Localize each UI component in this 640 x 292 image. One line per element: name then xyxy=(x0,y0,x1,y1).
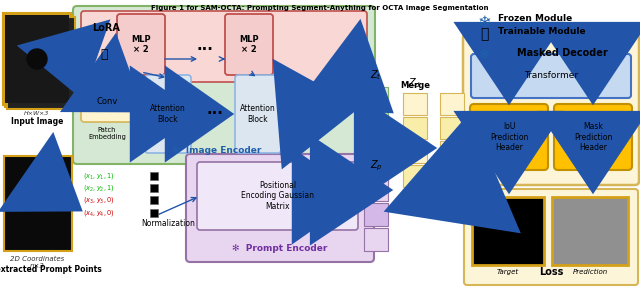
Text: Masked Decoder: Masked Decoder xyxy=(516,48,607,58)
Text: 2D Coordinates
n×3: 2D Coordinates n×3 xyxy=(10,256,64,269)
FancyBboxPatch shape xyxy=(235,75,281,153)
Text: Frozen Module: Frozen Module xyxy=(498,14,572,23)
Text: $(x_1,y_1,1)$: $(x_1,y_1,1)$ xyxy=(83,171,115,181)
Text: MLP
× 2: MLP × 2 xyxy=(239,35,259,54)
FancyBboxPatch shape xyxy=(73,6,375,164)
Text: Figure 1 for SAM-OCTA: Prompting Segment-Anything for OCTA Image Segmentation: Figure 1 for SAM-OCTA: Prompting Segment… xyxy=(151,5,489,11)
Text: ···: ··· xyxy=(196,41,213,56)
FancyBboxPatch shape xyxy=(464,189,638,285)
Text: H×W×3: H×W×3 xyxy=(24,111,50,116)
Text: $(x_2,y_2,1)$: $(x_2,y_2,1)$ xyxy=(83,183,115,193)
FancyBboxPatch shape xyxy=(81,11,367,82)
Bar xyxy=(440,93,464,115)
Text: Trainable Module: Trainable Module xyxy=(498,27,586,36)
Text: IoU
Prediction
Header: IoU Prediction Header xyxy=(490,122,528,152)
FancyBboxPatch shape xyxy=(225,14,273,75)
Bar xyxy=(403,93,427,115)
Bar xyxy=(440,141,464,163)
Bar xyxy=(3,13,71,105)
Bar xyxy=(552,197,628,265)
Text: Positional
Encoding Gaussian
Matrix: Positional Encoding Gaussian Matrix xyxy=(241,181,314,211)
Bar xyxy=(364,87,388,110)
Text: ···: ··· xyxy=(207,107,223,121)
FancyBboxPatch shape xyxy=(145,75,191,153)
Text: MLP
× 2: MLP × 2 xyxy=(131,35,151,54)
Text: $(x_3,y_3,0)$: $(x_3,y_3,0)$ xyxy=(83,195,115,205)
Bar xyxy=(403,141,427,163)
FancyBboxPatch shape xyxy=(471,54,631,98)
Text: $Z_t$: $Z_t$ xyxy=(370,68,382,82)
Text: 🔥: 🔥 xyxy=(100,48,108,60)
Text: 🔥: 🔥 xyxy=(480,27,488,41)
FancyBboxPatch shape xyxy=(186,154,374,262)
Text: Patch
Embedding: Patch Embedding xyxy=(88,127,126,140)
Text: LoRA: LoRA xyxy=(92,23,120,33)
Bar xyxy=(4,156,72,251)
Circle shape xyxy=(27,49,47,69)
Text: Merge: Merge xyxy=(400,81,430,90)
Bar xyxy=(440,189,464,211)
Bar xyxy=(403,117,427,139)
Text: ✻  Image Encoder: ✻ Image Encoder xyxy=(172,146,262,155)
Text: $Z_d$: $Z_d$ xyxy=(408,76,422,90)
Text: Attention
Block: Attention Block xyxy=(240,104,276,124)
Text: Transformer: Transformer xyxy=(524,72,578,81)
Bar xyxy=(5,15,73,107)
FancyBboxPatch shape xyxy=(554,104,632,170)
Bar xyxy=(440,165,464,187)
Text: Target: Target xyxy=(497,269,519,275)
FancyBboxPatch shape xyxy=(470,104,548,170)
Bar xyxy=(364,137,388,160)
Bar xyxy=(5,15,69,103)
Text: ✻  Prompt Encoder: ✻ Prompt Encoder xyxy=(232,244,328,253)
Text: ❄: ❄ xyxy=(477,14,491,32)
FancyBboxPatch shape xyxy=(81,82,133,122)
Bar xyxy=(403,165,427,187)
Text: Mask
Prediction
Header: Mask Prediction Header xyxy=(574,122,612,152)
Bar xyxy=(7,17,75,109)
Text: Auto-extracted Prompt Points: Auto-extracted Prompt Points xyxy=(0,265,102,274)
Bar xyxy=(150,209,158,217)
Text: Conv: Conv xyxy=(96,98,118,107)
Text: $Z_p$: $Z_p$ xyxy=(369,159,383,173)
Bar xyxy=(364,228,388,251)
FancyBboxPatch shape xyxy=(117,14,165,75)
Bar xyxy=(472,197,544,265)
Bar xyxy=(403,189,427,211)
Bar xyxy=(364,178,388,201)
Bar xyxy=(364,162,388,185)
Text: Attention
Block: Attention Block xyxy=(150,104,186,124)
Text: $(x_4,y_4,0)$: $(x_4,y_4,0)$ xyxy=(83,208,115,218)
Text: Prediction: Prediction xyxy=(572,269,607,275)
Text: Input Image: Input Image xyxy=(11,117,63,126)
Bar xyxy=(150,184,158,192)
Text: Normalization: Normalization xyxy=(141,218,195,227)
FancyBboxPatch shape xyxy=(197,162,358,230)
Text: Loss: Loss xyxy=(539,267,563,277)
Text: ❄: ❄ xyxy=(479,48,491,62)
Bar xyxy=(150,196,158,204)
Bar xyxy=(150,172,158,180)
Bar xyxy=(364,203,388,226)
Bar xyxy=(364,112,388,135)
Bar xyxy=(440,117,464,139)
FancyBboxPatch shape xyxy=(463,34,639,185)
